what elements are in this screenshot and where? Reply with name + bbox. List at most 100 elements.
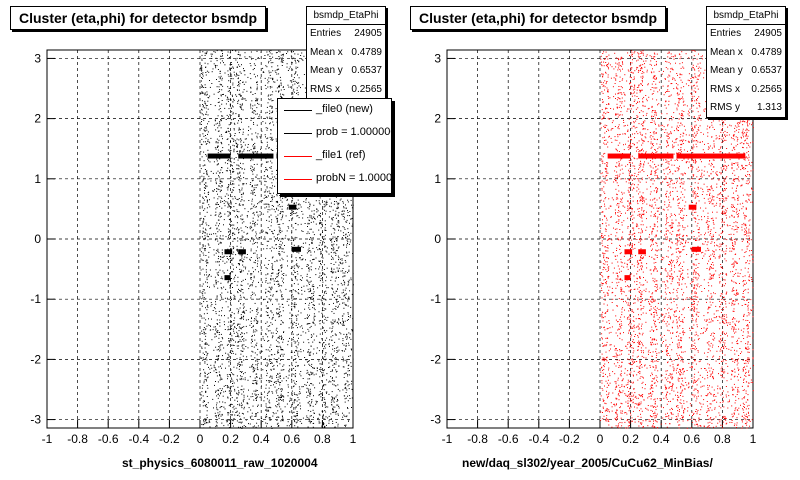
data-point (218, 264, 220, 266)
data-point (337, 215, 339, 217)
data-point (341, 350, 343, 351)
data-point (203, 248, 205, 249)
data-point (348, 332, 350, 334)
data-point (309, 393, 311, 395)
y-tick-label: -1 (30, 292, 41, 306)
data-point (349, 290, 351, 292)
data-point (209, 199, 210, 201)
data-point (247, 319, 249, 321)
data-point (250, 409, 252, 411)
data-point (207, 108, 209, 110)
data-point (205, 196, 207, 197)
data-point (310, 237, 312, 238)
data-point (270, 419, 272, 421)
data-point (323, 242, 325, 244)
data-point (350, 218, 352, 220)
data-point (226, 357, 228, 359)
data-point (236, 410, 238, 412)
data-point (211, 53, 213, 55)
data-point (292, 331, 293, 333)
data-point (274, 176, 276, 178)
data-point (200, 68, 202, 70)
data-point (206, 199, 208, 201)
data-point (282, 341, 284, 343)
data-point (266, 370, 267, 372)
data-point (216, 402, 218, 404)
data-point (272, 256, 274, 258)
data-point (304, 357, 306, 358)
data-point (278, 303, 280, 305)
data-point (324, 359, 326, 361)
data-point (313, 210, 315, 212)
data-point (226, 387, 228, 389)
data-point (230, 390, 232, 392)
data-point (220, 365, 221, 367)
data-point (342, 356, 344, 358)
data-point (342, 216, 344, 217)
data-point (238, 263, 240, 264)
data-point (220, 84, 222, 86)
data-point (321, 195, 323, 197)
data-point (269, 105, 271, 107)
data-point (201, 315, 202, 317)
data-point (234, 399, 236, 401)
data-point (278, 342, 280, 344)
data-point (216, 222, 218, 224)
data-point (281, 273, 283, 275)
data-point (205, 298, 207, 300)
data-point (227, 269, 229, 271)
data-point (247, 146, 249, 148)
data-point (338, 212, 340, 214)
data-point (311, 241, 313, 243)
data-point (323, 330, 325, 332)
data-point (202, 114, 204, 116)
data-point (307, 314, 308, 316)
data-point (292, 323, 294, 325)
data-point (312, 286, 314, 288)
data-point (323, 303, 325, 305)
data-point (333, 248, 335, 250)
data-point (214, 333, 216, 335)
data-point (221, 378, 223, 380)
data-point (314, 309, 316, 311)
data-point (323, 369, 325, 371)
data-point (308, 420, 310, 422)
data-point (229, 351, 231, 353)
data-point (221, 276, 223, 278)
data-point (227, 86, 229, 88)
data-point (239, 323, 241, 325)
data-point (221, 167, 222, 168)
data-point (230, 374, 231, 376)
data-point (332, 408, 333, 410)
data-point (343, 344, 345, 346)
data-point (251, 273, 253, 275)
data-point (228, 57, 230, 58)
data-point (281, 61, 283, 63)
data-point (229, 273, 230, 275)
data-point (219, 374, 221, 375)
data-point (347, 365, 349, 367)
data-point (280, 395, 282, 397)
data-point (273, 280, 275, 282)
data-point (232, 425, 234, 427)
data-point (307, 323, 309, 325)
data-point (214, 367, 216, 369)
data-point (296, 413, 298, 414)
data-point (219, 325, 221, 327)
data-point (210, 60, 212, 62)
data-point (331, 396, 333, 398)
data-point (295, 62, 297, 64)
data-point (256, 309, 258, 310)
data-point (238, 311, 239, 313)
data-point (312, 292, 314, 294)
data-point (289, 411, 291, 413)
data-point (314, 218, 316, 220)
data-point (218, 390, 220, 392)
data-point (275, 281, 277, 282)
data-point (320, 216, 321, 218)
data-point (266, 176, 268, 177)
data-point (317, 287, 319, 289)
data-point (240, 147, 242, 149)
data-point (255, 382, 257, 384)
data-point (269, 380, 271, 382)
